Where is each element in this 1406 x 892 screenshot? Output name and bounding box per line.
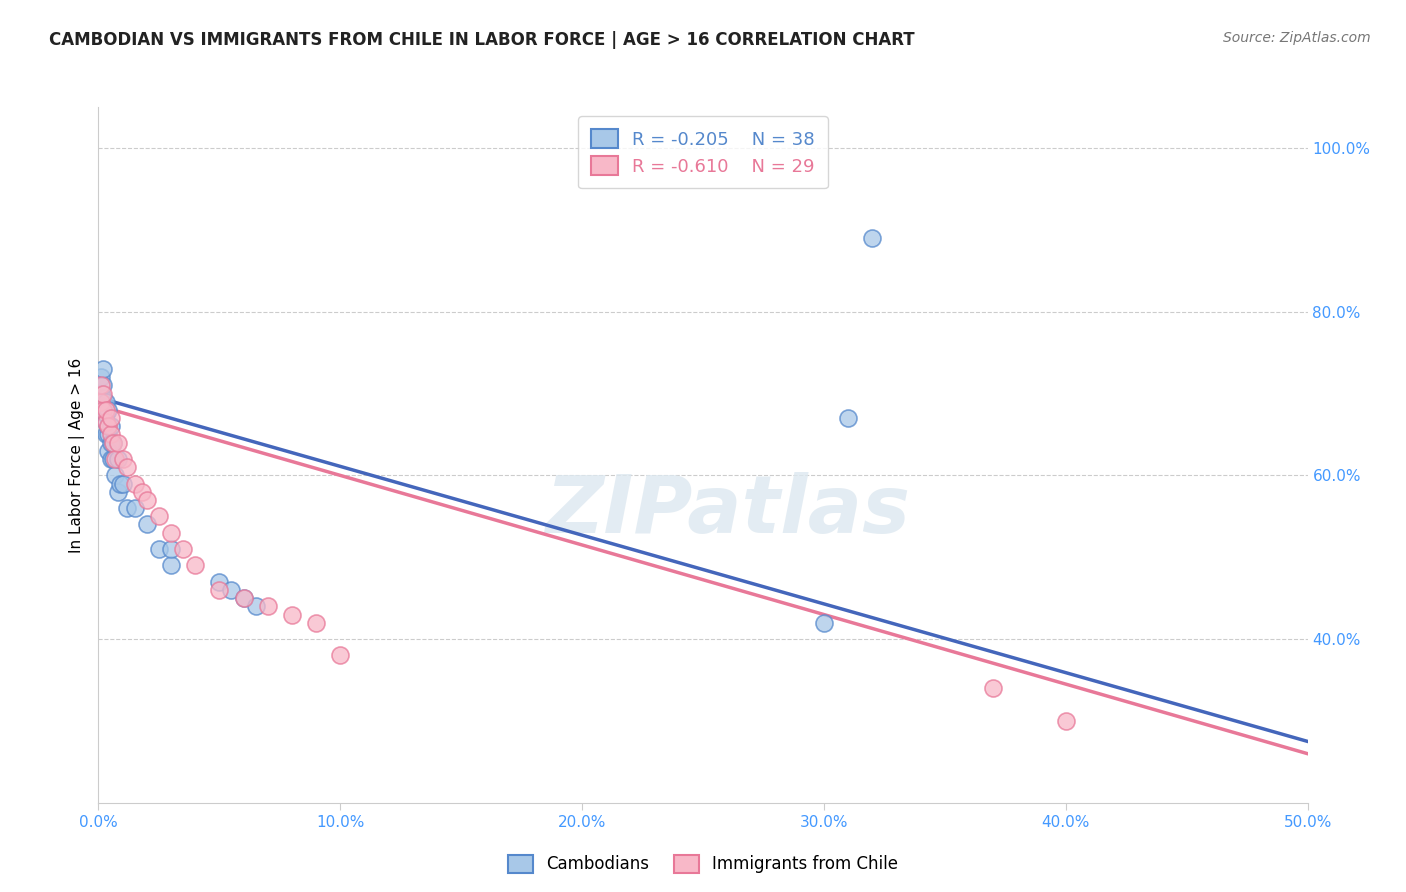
Point — [90, 378, 112, 392]
Point — [160, 558, 183, 573]
Point — [94, 407, 117, 421]
Point — [100, 427, 122, 442]
Point — [221, 582, 243, 597]
Point — [90, 394, 112, 409]
Point — [232, 591, 254, 606]
Point — [208, 582, 231, 597]
Point — [90, 394, 112, 409]
Point — [97, 427, 120, 442]
Point — [148, 509, 170, 524]
Point — [100, 411, 122, 425]
Point — [245, 599, 267, 614]
Point — [94, 403, 117, 417]
Point — [208, 574, 231, 589]
Point — [184, 558, 207, 573]
Point — [111, 476, 134, 491]
Point — [94, 415, 117, 429]
Point — [981, 681, 1004, 696]
Point — [100, 435, 122, 450]
Text: ZIPatlas: ZIPatlas — [544, 472, 910, 549]
Point — [117, 501, 139, 516]
Point — [172, 542, 194, 557]
Point — [101, 452, 124, 467]
Point — [94, 427, 117, 442]
Point — [160, 525, 183, 540]
Point — [90, 370, 112, 384]
Point — [329, 648, 352, 663]
Point — [107, 435, 129, 450]
Point — [135, 492, 157, 507]
Point — [124, 476, 146, 491]
Point — [117, 460, 139, 475]
Point — [135, 517, 157, 532]
Point — [107, 484, 129, 499]
Point — [305, 615, 328, 630]
Point — [860, 231, 883, 245]
Text: CAMBODIAN VS IMMIGRANTS FROM CHILE IN LABOR FORCE | AGE > 16 CORRELATION CHART: CAMBODIAN VS IMMIGRANTS FROM CHILE IN LA… — [49, 31, 915, 49]
Point — [148, 542, 170, 557]
Point — [100, 419, 122, 434]
Point — [111, 452, 134, 467]
Point — [107, 452, 129, 467]
Point — [97, 443, 120, 458]
Point — [97, 419, 120, 434]
Point — [131, 484, 153, 499]
Text: Source: ZipAtlas.com: Source: ZipAtlas.com — [1223, 31, 1371, 45]
Point — [90, 386, 112, 401]
Point — [160, 542, 183, 557]
Point — [91, 403, 114, 417]
Point — [91, 386, 114, 401]
Point — [97, 419, 120, 434]
Point — [101, 435, 124, 450]
Point — [91, 378, 114, 392]
Point — [104, 468, 127, 483]
Point — [1054, 714, 1077, 728]
Point — [256, 599, 278, 614]
Point — [232, 591, 254, 606]
Y-axis label: In Labor Force | Age > 16: In Labor Force | Age > 16 — [69, 358, 84, 552]
Point — [100, 452, 122, 467]
Point — [101, 435, 124, 450]
Point — [91, 403, 114, 417]
Point — [94, 394, 117, 409]
Point — [124, 501, 146, 516]
Point — [104, 452, 127, 467]
Point — [97, 403, 120, 417]
Point — [108, 476, 131, 491]
Legend: Cambodians, Immigrants from Chile: Cambodians, Immigrants from Chile — [496, 843, 910, 885]
Point — [281, 607, 304, 622]
Point — [94, 415, 117, 429]
Point — [91, 391, 114, 405]
Point — [837, 411, 859, 425]
Point — [91, 362, 114, 376]
Point — [813, 615, 835, 630]
